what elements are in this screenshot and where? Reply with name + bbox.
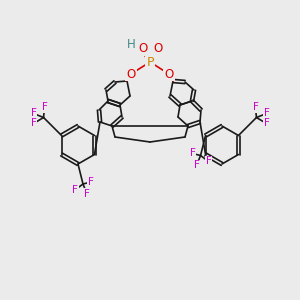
Text: O: O: [138, 43, 148, 56]
Text: H: H: [127, 38, 135, 50]
Text: F: F: [190, 148, 196, 158]
Text: F: F: [194, 160, 200, 170]
Text: F: F: [31, 109, 37, 118]
Text: F: F: [263, 118, 269, 128]
Text: F: F: [31, 118, 37, 128]
Text: F: F: [42, 103, 47, 112]
Text: O: O: [126, 68, 136, 80]
Text: F: F: [253, 103, 258, 112]
Text: P: P: [146, 56, 154, 68]
Text: F: F: [84, 189, 90, 199]
Text: O: O: [164, 68, 174, 80]
Text: F: F: [263, 109, 269, 118]
Text: F: F: [206, 157, 212, 166]
Text: F: F: [88, 177, 94, 187]
Text: F: F: [72, 185, 78, 195]
Text: O: O: [153, 43, 163, 56]
